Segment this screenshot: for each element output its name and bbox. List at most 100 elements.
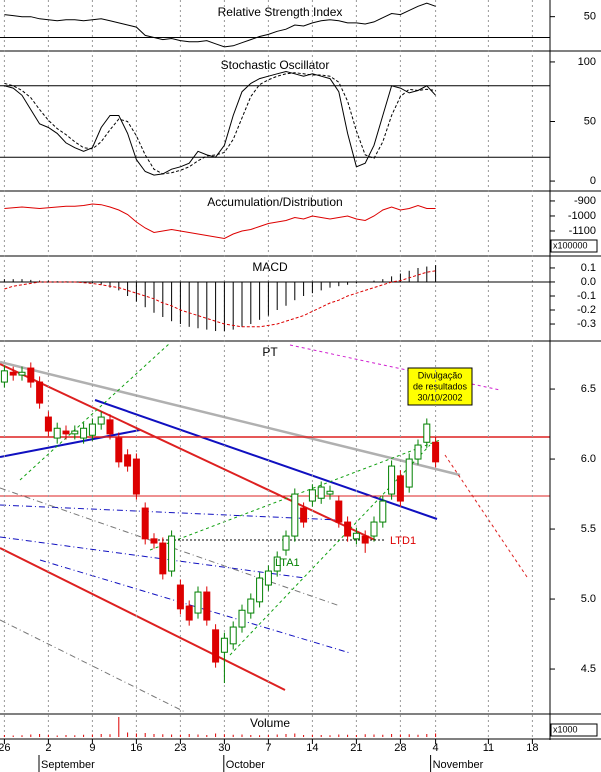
candle-body (379, 500, 387, 523)
candle-body (414, 444, 422, 460)
trend-lines (0, 342, 550, 713)
indicator-line (4, 203, 436, 240)
y-tick-label: 0.1 (581, 262, 596, 274)
candle-body (203, 591, 211, 621)
candle-body (53, 427, 61, 439)
x-tick-label: 4 (433, 742, 439, 754)
candle-body (124, 454, 132, 467)
panel-title: Volume (250, 716, 290, 730)
candle-body (229, 626, 237, 645)
candle-body (185, 605, 193, 621)
candle-body (335, 500, 343, 523)
candle-body (352, 532, 360, 540)
x-tick-label: 23 (174, 742, 186, 754)
candle-body (168, 535, 176, 572)
candle-body (282, 535, 290, 551)
y-tick-label: 5.5 (581, 523, 596, 535)
y-tick-label: -1100 (569, 225, 596, 237)
panel-title: MACD (252, 260, 288, 274)
panel-title: Accumulation/Distribution (207, 195, 342, 209)
candle-body (0, 370, 8, 383)
candle-body (132, 458, 140, 495)
y-tick-label: 5.0 (581, 593, 596, 605)
scale-box (550, 723, 598, 737)
scale-label: x1000 (553, 724, 578, 734)
y-tick-label: -900 (574, 195, 596, 207)
candle-body (27, 367, 35, 383)
panel-title: Relative Strength Index (218, 5, 343, 19)
candle-body (62, 430, 70, 435)
x-tick-label: 14 (306, 742, 318, 754)
indicator-line (4, 72, 436, 175)
annotation: LTD1 (390, 535, 416, 547)
y-tick-label: -0.3 (577, 318, 596, 330)
callout-text: 30/10/2002 (417, 392, 462, 402)
candle-body (370, 521, 378, 537)
candle-body (396, 475, 404, 502)
month-label: September (41, 759, 95, 771)
candle-body (361, 535, 369, 544)
y-tick-label: 6.5 (581, 383, 596, 395)
candle-body (264, 570, 272, 586)
candle-body (141, 507, 149, 540)
candle-body (36, 381, 44, 404)
candle-body (115, 437, 123, 463)
panel-title: PT (262, 345, 278, 359)
x-tick-label: 18 (526, 742, 538, 754)
candle-body (238, 609, 246, 628)
candle-body (317, 486, 325, 499)
candle-body (71, 430, 79, 435)
indicator-line (4, 70, 436, 176)
x-tick-label: 21 (350, 742, 362, 754)
candle-body (159, 542, 167, 575)
candle-body (44, 416, 52, 432)
x-tick-label: 30 (218, 742, 230, 754)
callout-text: de resultados (413, 381, 468, 391)
candle-body (326, 490, 334, 495)
x-tick-label: 11 (483, 742, 494, 754)
y-tick-label: 0.0 (581, 276, 596, 288)
y-tick-label: 6.0 (581, 453, 596, 465)
candle-body (300, 507, 308, 523)
candle-body (9, 371, 17, 376)
candle-body (176, 584, 184, 610)
candle-body (256, 577, 264, 603)
candle-body (194, 591, 202, 614)
y-tick-label: 4.5 (581, 663, 596, 675)
axis-frame (0, 0, 601, 740)
candle-body (308, 489, 316, 502)
candle-body (97, 416, 105, 425)
candle-body (291, 493, 299, 537)
candle-body (273, 556, 281, 572)
y-tick-label: -0.2 (577, 304, 596, 316)
annotation: LTA1 (275, 557, 300, 569)
candle-body (247, 598, 255, 614)
candle-body (405, 458, 413, 488)
x-tick-label: 2 (45, 742, 51, 754)
candle-body (432, 441, 440, 463)
scale-box (550, 239, 598, 253)
callout-text: Divulgação (418, 370, 463, 380)
callout-box (407, 367, 473, 406)
indicator-line (4, 2, 436, 48)
month-label: October (226, 759, 265, 771)
x-tick-label: 7 (265, 742, 271, 754)
candle-body (106, 419, 114, 435)
candle-body (80, 427, 88, 439)
x-tick-label: 16 (130, 742, 142, 754)
indicator-line (4, 270, 436, 328)
month-label: November (433, 759, 484, 771)
candle-body (88, 423, 96, 436)
y-tick-label: 50 (584, 11, 596, 23)
candle-body (150, 538, 158, 544)
y-tick-label: 100 (578, 56, 596, 68)
x-tick-label: 26 (0, 742, 11, 754)
y-tick-label: 0 (590, 175, 596, 187)
candle-body (344, 521, 352, 537)
candle-body (388, 465, 396, 495)
scale-label: x100000 (553, 240, 588, 250)
panel-title: Stochastic Oscillator (221, 58, 330, 72)
y-tick-label: -1000 (568, 210, 596, 222)
candle-body (18, 371, 26, 376)
